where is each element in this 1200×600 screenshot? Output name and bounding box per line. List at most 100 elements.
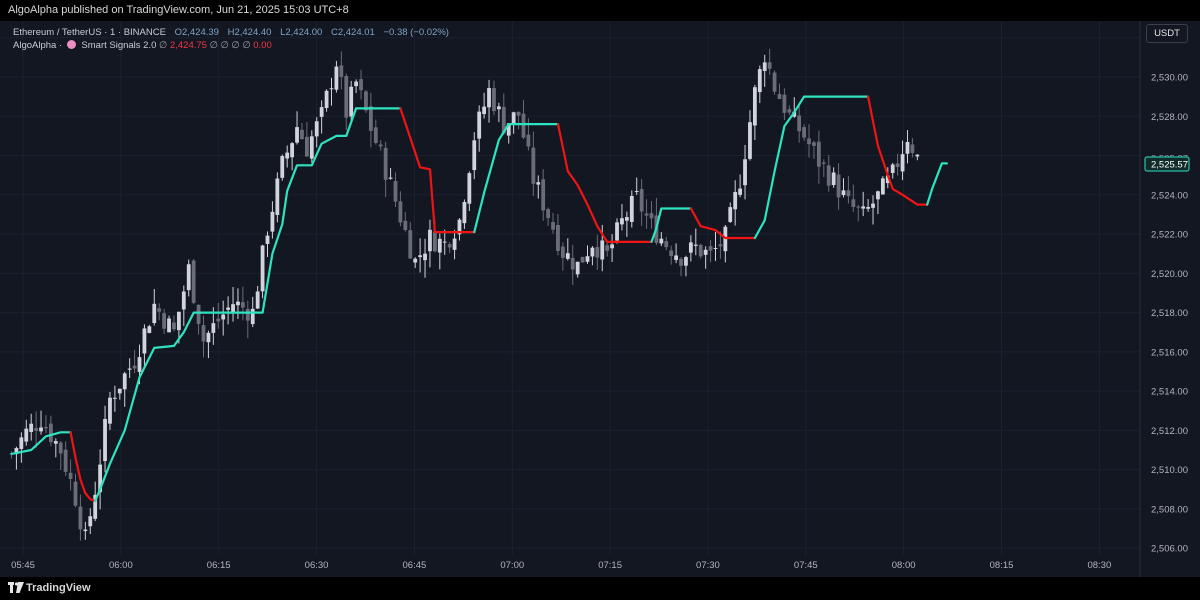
symbol-name[interactable]: Ethereum / TetherUS · 1 · BINANCE: [13, 27, 166, 38]
candle-bearish: [551, 222, 555, 230]
candle-bearish: [383, 147, 388, 180]
candle-bullish: [703, 249, 708, 255]
price-tick-label: 2,518.00: [1151, 308, 1188, 319]
candle-bullish: [871, 203, 875, 208]
trend-segment-bearish: [399, 107, 476, 234]
price-tick-label: 2,524.00: [1151, 190, 1188, 201]
candle-bearish: [560, 246, 565, 258]
indicator-null-value: ∅: [159, 40, 168, 51]
candle-bullish: [684, 257, 688, 266]
currency-unit-button[interactable]: USDT: [1146, 24, 1188, 43]
indicator-name[interactable]: Smart Signals 2.0: [81, 40, 157, 51]
candle-bearish: [669, 250, 674, 257]
chart-area[interactable]: 2,506.00 2,508.00 2,510.00 2,512.00 2,514.00…: [0, 21, 1200, 577]
candle-bearish: [368, 106, 373, 131]
candle-bullish: [506, 123, 511, 136]
price-tick-label: 2,528.00: [1151, 112, 1188, 123]
candle-bearish: [58, 442, 63, 454]
candle-bearish: [526, 134, 531, 147]
candle-bearish: [910, 144, 915, 153]
candle-bullish: [743, 159, 747, 186]
trend-segment-bearish: [69, 431, 97, 503]
candle-bullish: [757, 69, 762, 93]
candle-bullish: [733, 191, 738, 210]
footer-bar: TradingView: [0, 577, 1200, 600]
chart-background: [0, 21, 1200, 577]
candle-bearish: [797, 115, 802, 132]
candle-bearish: [698, 244, 703, 257]
candle-bearish: [807, 138, 811, 145]
candle-bearish: [812, 142, 816, 146]
plot-pane: [0, 21, 1200, 577]
candle-bullish: [39, 427, 43, 432]
candle-bullish: [181, 291, 186, 310]
candle-bearish: [196, 304, 201, 324]
price-chart[interactable]: 2,506.00 2,508.00 2,510.00 2,512.00 2,514.00…: [0, 21, 1200, 577]
candle-bearish: [718, 244, 723, 247]
tradingview-brand: TradingView: [26, 582, 91, 594]
indicator-value: 2,424.75: [169, 40, 207, 51]
candle-bullish: [221, 314, 226, 320]
candle-bullish: [885, 175, 890, 184]
time-tick-label: 06:15: [207, 560, 231, 571]
ohlc-low: L2,424.00: [280, 27, 323, 38]
candle-bullish: [186, 264, 191, 291]
candle-bullish: [457, 219, 462, 235]
trend-price-tag: [1144, 156, 1190, 172]
candle-bearish: [132, 365, 137, 369]
candle-bullish: [349, 86, 354, 117]
time-tick-label: 08:30: [1087, 560, 1111, 571]
candle-bearish: [68, 472, 73, 479]
candle-bullish: [211, 323, 216, 333]
candle-bearish: [802, 127, 807, 138]
candle-bullish: [629, 195, 634, 222]
candle-bearish: [63, 449, 68, 472]
trend-segment-bearish: [866, 95, 929, 206]
candle-bullish: [841, 190, 846, 196]
candle-bullish: [142, 328, 147, 354]
candle-bullish: [482, 106, 487, 115]
brain-icon: [66, 40, 76, 49]
candle-bullish: [127, 368, 132, 370]
price-tick-label: 2,508.00: [1151, 504, 1188, 515]
candle-bullish: [280, 156, 285, 178]
candle-bullish: [334, 66, 339, 90]
indicator-legend: AlgoAlpha · Smart Signals 2.0 ∅ 2,424.75…: [13, 40, 272, 51]
candle-bearish: [157, 308, 162, 312]
candle-bullish: [413, 258, 418, 263]
candle-bullish: [314, 121, 319, 137]
candle-bullish: [418, 255, 423, 258]
candle-bullish: [752, 87, 757, 126]
candle-bearish: [516, 111, 521, 116]
candle-bullish: [167, 318, 171, 333]
candle-bearish: [216, 318, 221, 322]
candle-bullish: [437, 238, 442, 253]
candle-bullish: [624, 217, 629, 221]
time-tick-label: 08:15: [990, 560, 1014, 571]
candle-bearish: [172, 322, 176, 330]
candle-bullish: [472, 140, 477, 171]
price-tick-label: 2,530.00: [1151, 73, 1188, 84]
ohlc-open: O2,424.39: [174, 27, 219, 38]
price-tick-label: 2,514.00: [1151, 387, 1188, 398]
time-tick-label: 06:00: [109, 560, 133, 571]
candle-bullish: [265, 235, 270, 244]
price-axis: 2,506.00 2,508.00 2,510.00 2,512.00 2,514.00…: [1139, 21, 1190, 577]
candle-bearish: [162, 313, 167, 329]
candle-bullish: [423, 253, 427, 261]
candle-bullish: [487, 88, 491, 108]
candle-bullish: [231, 304, 235, 312]
candle-bearish: [339, 65, 344, 77]
candle-bearish: [826, 165, 831, 186]
candle-bullish: [324, 90, 329, 109]
candle-bullish: [93, 494, 98, 519]
price-tick-label: 2,510.00: [1151, 465, 1188, 476]
candle-bearish: [580, 256, 585, 263]
candle-bullish: [762, 62, 767, 71]
price-tick-label: 2,512.00: [1151, 426, 1188, 437]
price-tick-label: 2,520.00: [1151, 269, 1188, 280]
candle-bearish: [191, 260, 196, 303]
price-tag-label: 2,525.57: [1151, 159, 1188, 170]
candle-bullish: [900, 154, 905, 172]
candle-bullish: [108, 397, 112, 424]
